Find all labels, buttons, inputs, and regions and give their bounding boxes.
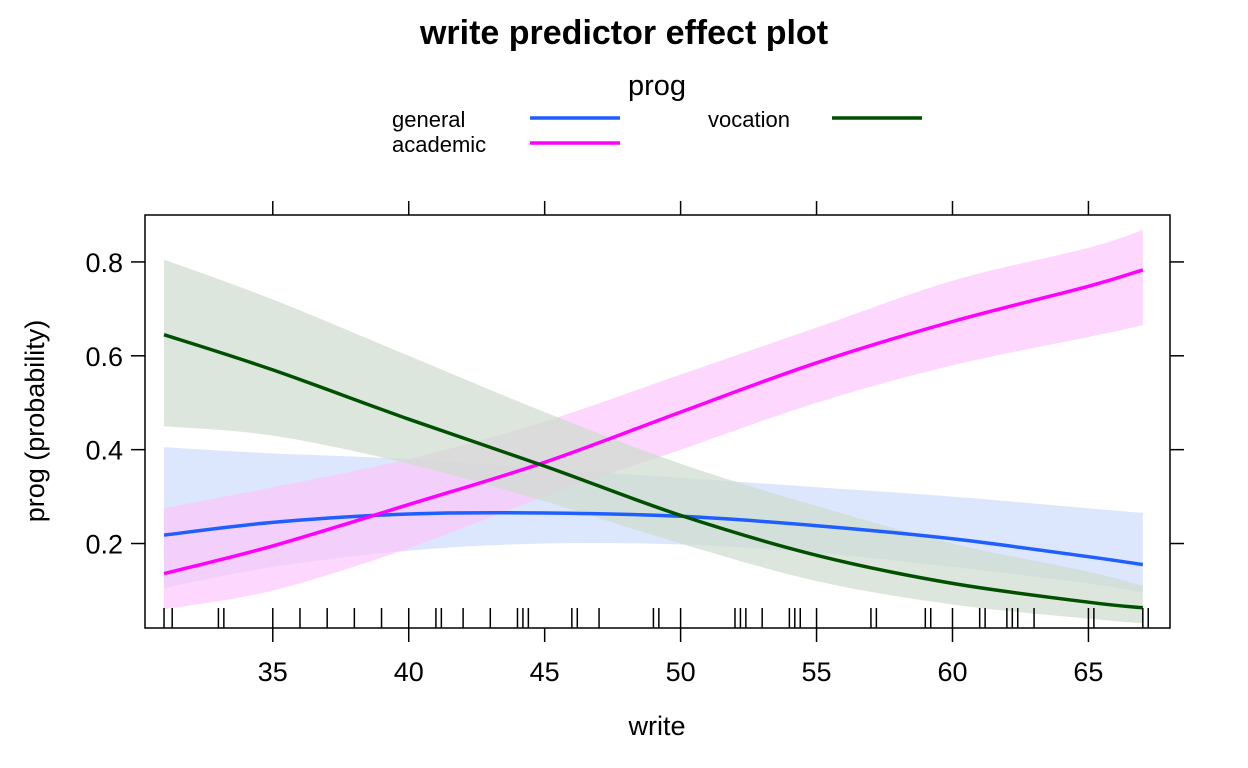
legend-label-vocation: vocation bbox=[708, 107, 790, 132]
legend-title: prog bbox=[628, 70, 686, 102]
x-tick-label: 35 bbox=[258, 657, 288, 687]
line-vocation bbox=[163, 333, 1143, 610]
x-axis-label: write bbox=[627, 711, 685, 741]
plot-frame bbox=[144, 214, 1171, 629]
line-academic bbox=[163, 268, 1144, 576]
x-tick-label: 40 bbox=[394, 657, 424, 687]
x-tick-label: 55 bbox=[802, 657, 832, 687]
y-axis: 0.2 0.4 0.6 0.8 bbox=[85, 248, 1184, 560]
series-lines bbox=[163, 268, 1144, 610]
x-tick-label: 50 bbox=[666, 657, 696, 687]
y-axis-label: prog (probability) bbox=[20, 320, 50, 523]
x-tick-label: 65 bbox=[1073, 657, 1103, 687]
confidence-bands bbox=[164, 230, 1143, 624]
x-tick-label: 45 bbox=[530, 657, 560, 687]
x-axis: 35 40 45 50 55 60 65 bbox=[258, 201, 1103, 687]
y-tick-label: 0.6 bbox=[85, 342, 123, 372]
y-tick-label: 0.4 bbox=[85, 436, 123, 466]
legend-label-academic: academic bbox=[392, 132, 486, 157]
y-tick-label: 0.8 bbox=[85, 248, 123, 278]
line-general bbox=[163, 510, 1144, 567]
x-tick-label: 60 bbox=[937, 657, 967, 687]
y-tick-label: 0.2 bbox=[85, 530, 123, 560]
chart-title: write predictor effect plot bbox=[419, 14, 828, 52]
legend-label-general: general bbox=[392, 107, 465, 132]
rug-marks bbox=[163, 608, 1149, 628]
